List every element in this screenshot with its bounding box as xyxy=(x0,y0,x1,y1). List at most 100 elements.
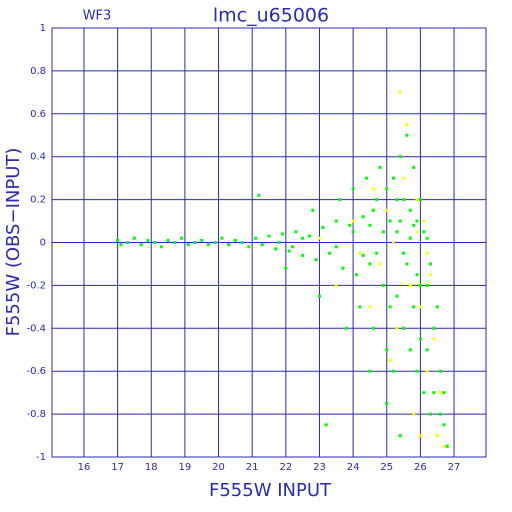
point xyxy=(351,187,355,191)
chart-subtitle: WF3 xyxy=(83,9,112,24)
point xyxy=(361,215,365,219)
point xyxy=(260,243,264,247)
point xyxy=(338,198,342,202)
point xyxy=(334,219,338,223)
point xyxy=(412,165,416,169)
point xyxy=(206,243,210,247)
point xyxy=(220,236,224,240)
point xyxy=(405,133,409,137)
point xyxy=(317,236,321,240)
point xyxy=(425,251,429,255)
point xyxy=(439,369,443,373)
point xyxy=(213,241,217,244)
point xyxy=(375,251,379,255)
plot-frame xyxy=(51,27,487,458)
x-tick-label: 19 xyxy=(179,462,192,473)
x-tick-label: 27 xyxy=(448,462,461,473)
point xyxy=(371,208,375,212)
point xyxy=(385,187,389,191)
x-tick-label: 17 xyxy=(111,462,124,473)
point xyxy=(418,305,422,309)
point xyxy=(371,326,375,330)
point xyxy=(294,230,298,234)
point xyxy=(371,187,375,191)
point xyxy=(139,243,143,247)
point xyxy=(274,247,278,251)
point xyxy=(391,369,395,373)
point xyxy=(324,423,328,427)
x-tick-label: 25 xyxy=(380,462,393,473)
point xyxy=(173,241,177,244)
point xyxy=(422,230,426,234)
point xyxy=(395,326,399,330)
point xyxy=(398,434,402,438)
y-axis-label: F555W (OBS−INPUT) xyxy=(3,148,24,337)
point xyxy=(351,230,355,234)
point xyxy=(412,412,416,416)
point xyxy=(408,236,412,240)
point xyxy=(391,241,395,244)
point xyxy=(388,305,392,309)
point xyxy=(428,262,432,266)
point xyxy=(280,232,284,236)
x-tick-label: 22 xyxy=(279,462,292,473)
point xyxy=(422,219,426,223)
point xyxy=(378,165,382,169)
point xyxy=(193,241,197,244)
point xyxy=(365,176,369,180)
y-tick-label: -0.6 xyxy=(26,366,46,377)
point xyxy=(153,241,157,244)
point xyxy=(354,273,358,277)
x-tick-label: 24 xyxy=(347,462,360,473)
point xyxy=(425,369,429,373)
point xyxy=(254,236,258,240)
point xyxy=(395,294,399,298)
point xyxy=(166,238,170,242)
point xyxy=(240,241,244,244)
y-tick-label: -0.8 xyxy=(26,409,46,420)
point xyxy=(368,369,372,373)
point xyxy=(328,251,332,255)
point xyxy=(381,230,385,234)
point xyxy=(405,262,409,266)
point xyxy=(351,219,355,223)
point xyxy=(425,236,429,240)
x-tick-label: 18 xyxy=(145,462,158,473)
point xyxy=(200,238,204,242)
point xyxy=(402,326,406,330)
point xyxy=(317,294,321,298)
point xyxy=(415,273,419,277)
point xyxy=(435,305,439,309)
point xyxy=(180,236,184,240)
point xyxy=(186,243,190,247)
y-tick-label: 0.2 xyxy=(30,195,46,206)
point xyxy=(435,434,439,438)
point xyxy=(432,391,436,395)
point xyxy=(368,262,372,266)
x-tick-label: 23 xyxy=(313,462,326,473)
point xyxy=(358,305,362,309)
x-tick-label: 26 xyxy=(414,462,427,473)
point xyxy=(408,208,412,212)
point xyxy=(432,337,436,341)
point xyxy=(307,234,311,238)
point xyxy=(418,198,422,202)
point xyxy=(398,219,402,223)
point xyxy=(385,401,389,405)
point xyxy=(334,283,338,287)
point xyxy=(375,198,379,202)
y-tick-label: 0.4 xyxy=(30,152,46,163)
point xyxy=(381,283,385,287)
point xyxy=(415,198,419,202)
point xyxy=(277,241,281,244)
point xyxy=(405,123,409,127)
point xyxy=(227,243,231,247)
point xyxy=(445,444,449,448)
point xyxy=(301,236,305,240)
point xyxy=(442,391,446,395)
point xyxy=(341,266,345,270)
point xyxy=(402,251,406,255)
point xyxy=(368,223,372,227)
y-tick-label: -0.4 xyxy=(26,323,46,334)
